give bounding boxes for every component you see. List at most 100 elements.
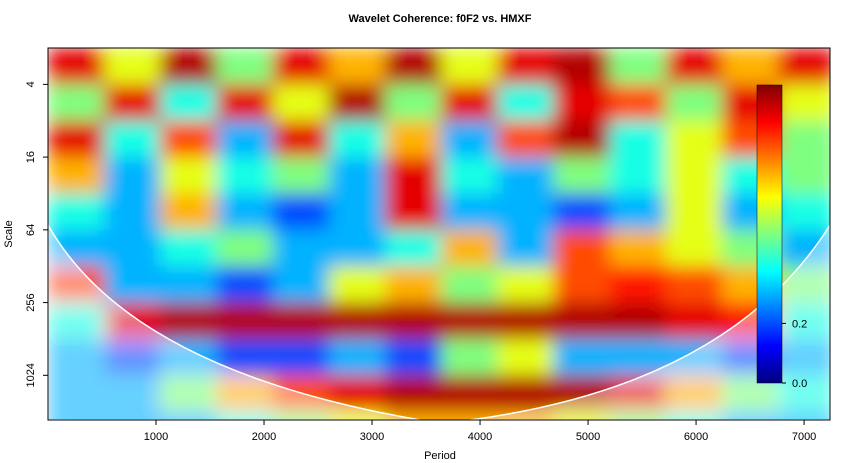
heat-cell [104,411,161,420]
heat-cell [721,48,779,85]
heat-cell [272,157,330,194]
heat-cell [384,266,442,304]
heat-cell [328,411,386,420]
heat-cell [216,84,274,122]
heat-cell [48,411,105,420]
heat-cell [272,338,330,376]
cone-of-influence [48,223,830,420]
x-axis-label: Period [424,450,456,462]
heat-cell [216,193,274,231]
heat-cell [441,411,498,420]
heat-cell [553,302,611,340]
heat-cell [272,120,330,158]
heat-cell [665,157,723,194]
heat-cell [384,120,442,158]
heat-cell [384,411,442,420]
heat-cell [609,157,667,194]
heat-cell [441,229,498,267]
heat-cell [384,229,442,267]
y-tick-label: 1024 [25,363,37,387]
y-tick-label: 64 [25,224,37,236]
heat-cell [328,193,386,231]
heat-cell [497,411,554,420]
heat-cell [665,48,723,85]
heat-cell [553,266,611,304]
heat-cell [665,120,723,158]
x-tick-label: 5000 [576,431,600,443]
heat-cell [553,48,611,85]
heat-cell [216,338,274,376]
heat-cell [328,266,386,304]
heat-cell [497,157,554,194]
heat-cell [778,157,830,194]
heat-cell [104,193,161,231]
y-tick-label: 4 [25,81,37,87]
heat-cell [216,157,274,194]
heat-cell [160,375,217,413]
cone-left [48,223,421,420]
heat-cell [778,193,830,231]
heat-cell [104,157,161,194]
heat-cell [441,48,498,85]
heat-cell [384,84,442,122]
x-tick-label: 1000 [144,431,168,443]
heat-cell [384,338,442,376]
heat-cell [778,375,830,413]
heat-cell [104,302,161,340]
heat-cell [778,302,830,340]
heat-cell [665,338,723,376]
heat-cell [665,266,723,304]
heat-cell [216,48,274,85]
heat-cell [778,411,830,420]
heat-cell [497,84,554,122]
heat-cell [553,229,611,267]
heat-cell [553,411,611,420]
x-tick-label: 2000 [252,431,276,443]
plot-frame [47,47,831,421]
chart-title: Wavelet Coherence: f0F2 vs. HMXF [349,13,532,25]
x-tick-label: 3000 [360,431,384,443]
heat-cell [160,266,217,304]
heat-cell [665,302,723,340]
heat-cell [328,84,386,122]
heat-cell [441,157,498,194]
heat-cell [553,193,611,231]
heat-cell [48,84,105,122]
heat-cell [497,48,554,85]
y-tick-label: 256 [25,293,37,311]
heat-cell [441,338,498,376]
heat-cell [216,229,274,267]
heat-cell [384,157,442,194]
heat-cell [609,302,667,340]
heat-cell [665,375,723,413]
heat-cell [441,375,498,413]
heat-cell [497,229,554,267]
heat-cell [497,120,554,158]
heat-cell [328,302,386,340]
heat-cell [272,302,330,340]
heat-cell [104,48,161,85]
heatmap [48,48,830,420]
heat-cell [609,266,667,304]
heat-cell [553,375,611,413]
heat-cell [497,266,554,304]
heat-cell [778,84,830,122]
heat-cell [778,338,830,376]
heat-cell [778,266,830,304]
heat-cell [665,84,723,122]
heat-cell [328,375,386,413]
heat-cell [328,229,386,267]
heat-cell [160,193,217,231]
heat-cell [160,411,217,420]
heat-cell [609,193,667,231]
heat-cell [48,229,105,267]
heat-cell [104,266,161,304]
heat-cell [441,120,498,158]
heat-cell [441,84,498,122]
colorbar-tick-label: 0.2 [792,318,807,330]
heat-cell [160,229,217,267]
heat-cell [609,120,667,158]
x-tick-label: 6000 [684,431,708,443]
heat-cell [553,338,611,376]
heat-cell [384,302,442,340]
